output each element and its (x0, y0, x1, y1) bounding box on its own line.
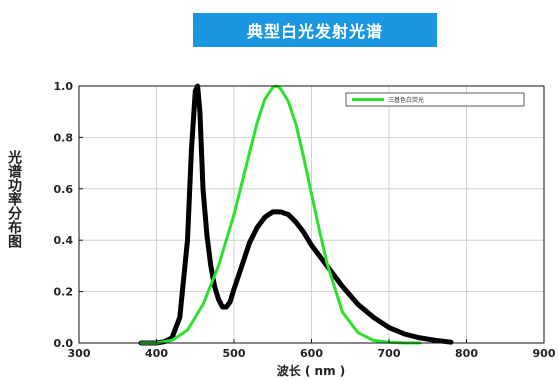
y-tick-label: 0.6 (54, 183, 74, 196)
y-axis-label: 光谱功率分布图 (6, 150, 22, 248)
grid-lines (79, 86, 544, 343)
x-tick-label: 900 (533, 347, 556, 360)
chart-title: 典型白光发射光谱 (193, 13, 437, 47)
x-tick-label: 400 (145, 347, 168, 360)
series-line-1 (139, 84, 422, 345)
x-tick-label: 600 (300, 347, 323, 360)
x-tick-label: 800 (455, 347, 478, 360)
y-tick-label: 1.0 (54, 80, 74, 93)
legend-box (345, 92, 525, 107)
x-axis-label: 波长 ( nm ) (277, 363, 346, 378)
y-tick-label: 0.0 (54, 337, 74, 350)
series-line-0 (138, 83, 454, 346)
legend-entry: 三基色白荧光 (388, 96, 424, 104)
x-tick-label: 300 (68, 347, 91, 360)
x-tick-label: 700 (378, 347, 401, 360)
y-tick-label: 0.2 (54, 286, 74, 299)
axis-ticks: 300 400 500 600 700 800 900 0.0 0.2 0.4 0.6 0.8 1.0 (54, 80, 556, 360)
x-tick-label: 500 (223, 347, 246, 360)
y-tick-label: 0.4 (54, 234, 74, 247)
legend: 三基色白荧光 (345, 92, 525, 107)
series-layer (138, 83, 454, 346)
y-tick-label: 0.8 (54, 131, 74, 144)
